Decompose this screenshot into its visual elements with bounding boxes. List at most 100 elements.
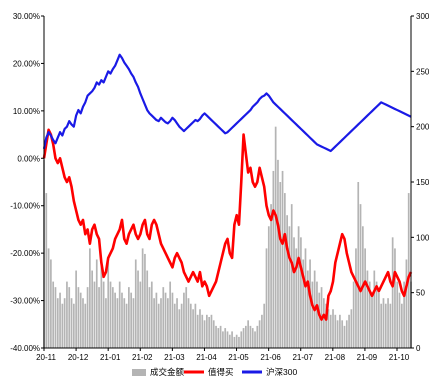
- series-lines: [42, 53, 413, 321]
- volume-bar: [178, 309, 181, 348]
- volume-bar: [89, 248, 91, 348]
- volume-bar: [109, 281, 112, 348]
- volume-bar: [180, 303, 183, 348]
- volume-bar: [132, 298, 135, 348]
- volume-bar: [375, 281, 378, 348]
- right-tick-label: 0: [416, 344, 421, 353]
- x-tick-label: 21-08: [325, 353, 346, 362]
- volume-bar: [169, 281, 172, 348]
- x-tick-label: 21-04: [196, 353, 217, 362]
- volume-bar: [279, 182, 282, 348]
- volume-bar: [157, 303, 160, 348]
- volume-bar: [339, 314, 341, 348]
- volume-bar: [79, 292, 82, 348]
- volume-bar: [325, 303, 327, 348]
- volume-bar: [217, 328, 220, 348]
- volume-bar: [242, 328, 245, 348]
- volume-bar: [105, 298, 107, 348]
- volume-bar: [258, 320, 261, 348]
- volume-bar: [199, 309, 201, 348]
- volume-bar: [322, 298, 325, 348]
- right-tick-label: 200: [416, 123, 430, 132]
- x-tick-label: 21-01: [100, 353, 121, 362]
- volume-bar: [247, 320, 249, 348]
- legend-label-hs300: 沪深300: [266, 367, 297, 377]
- volume-bar: [139, 281, 142, 348]
- volume-bar: [364, 248, 366, 348]
- volume-bar: [274, 126, 277, 348]
- volume-bar: [382, 298, 385, 348]
- x-tick-label: 21-05: [228, 353, 249, 362]
- volume-bar: [56, 298, 59, 348]
- x-tick-label: 21-09: [357, 353, 378, 362]
- volume-bar: [261, 314, 263, 348]
- volume-bar: [231, 331, 233, 348]
- volume-bar: [91, 270, 94, 348]
- volume-bar: [288, 226, 291, 348]
- volume-bar: [100, 265, 103, 348]
- volume-bar: [327, 309, 330, 348]
- x-tick-label: 21-06: [260, 353, 281, 362]
- volume-bar: [254, 331, 256, 348]
- volume-bar: [311, 281, 314, 348]
- volume-bar: [150, 281, 153, 348]
- volume-bar: [164, 292, 167, 348]
- volume-bar: [144, 253, 146, 348]
- volume-bar: [245, 325, 247, 348]
- volume-bar: [290, 204, 293, 348]
- volume-bar: [160, 298, 162, 348]
- x-tick-label: 20-12: [68, 353, 89, 362]
- volume-bar: [256, 325, 259, 348]
- volume-bar: [309, 259, 311, 348]
- volume-bar: [215, 325, 217, 348]
- volume-bar: [267, 226, 270, 348]
- volume-bar: [114, 292, 116, 348]
- volume-bar: [45, 193, 48, 348]
- volume-bar: [336, 320, 339, 348]
- axes: 30.00% 20.00% 10.00% 0.00% -10.00% -20.00% -30…: [10, 12, 430, 362]
- right-tick-label: 300: [416, 12, 430, 21]
- volume-bar: [373, 270, 376, 348]
- left-tick-label: 10.00%: [13, 107, 40, 116]
- right-tick-label: 100: [416, 233, 430, 242]
- volume-bar: [196, 314, 199, 348]
- left-tick-label: -10.00%: [10, 202, 40, 211]
- volume-bar: [238, 336, 240, 348]
- volume-bar: [233, 336, 236, 348]
- volume-bar: [405, 259, 408, 348]
- volume-bar: [84, 303, 87, 348]
- volume-bar: [341, 320, 344, 348]
- x-tick-label: 21-07: [292, 353, 313, 362]
- volume-bar: [134, 259, 137, 348]
- volume-bar: [293, 237, 295, 348]
- volume-bar: [63, 298, 66, 348]
- left-tick-label: 0.00%: [17, 154, 40, 163]
- volume-bar: [116, 298, 119, 348]
- volume-bar: [153, 298, 155, 348]
- volume-bar: [316, 281, 318, 348]
- volume-bar: [334, 314, 337, 348]
- volume-bar: [350, 309, 353, 348]
- left-tick-label: -40.00%: [10, 344, 40, 353]
- volume-bar: [206, 314, 208, 348]
- volume-bar: [222, 331, 224, 348]
- volume-bar: [148, 287, 151, 348]
- volume-bar: [93, 281, 96, 348]
- volume-bar: [380, 303, 383, 348]
- volume-bar: [208, 317, 211, 348]
- volume-bar: [277, 159, 279, 348]
- volume-bar: [318, 292, 321, 348]
- volume-bar: [359, 204, 362, 348]
- volume-bar: [187, 298, 190, 348]
- volume-bar: [212, 320, 215, 348]
- volume-bar: [281, 170, 284, 348]
- right-tick-label: 250: [416, 67, 430, 76]
- volume-bar: [146, 270, 149, 348]
- volume-bar: [407, 193, 410, 348]
- volume-bar: [368, 281, 371, 348]
- volume-bar: [201, 314, 204, 348]
- series-line-hs300: [42, 53, 412, 153]
- volume-bar: [403, 281, 405, 348]
- volume-bar: [66, 281, 68, 348]
